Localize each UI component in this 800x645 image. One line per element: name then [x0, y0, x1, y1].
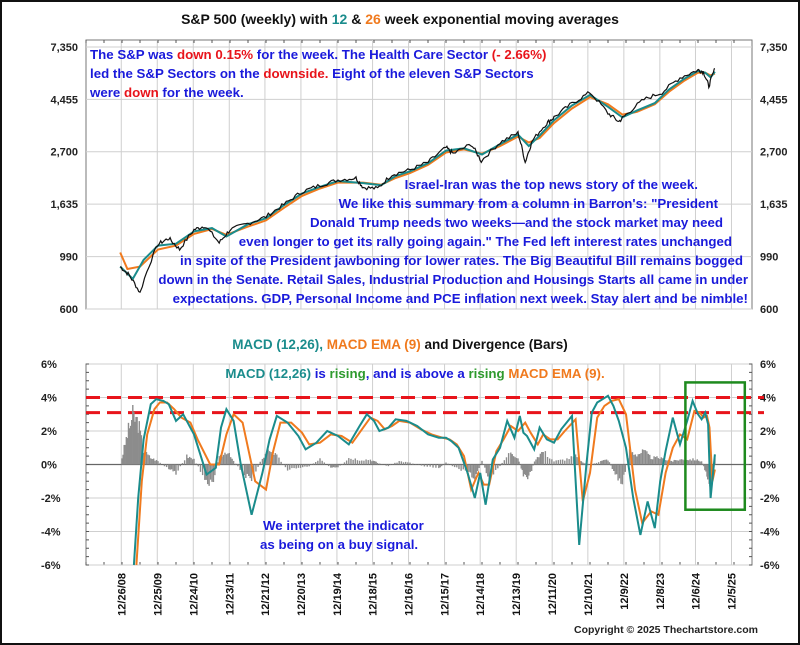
x-date-label: 12/20/13 [296, 573, 308, 616]
x-date-label: 12/18/15 [368, 573, 380, 616]
price-ytick-right: 2,700 [760, 147, 788, 159]
signal-line-2: as being on a buy signal. [260, 537, 419, 552]
x-date-label: 12/21/12 [260, 573, 272, 616]
macd-title-macd: MACD (12,26) [232, 337, 320, 352]
x-date-label: 12/24/10 [188, 573, 200, 616]
summary-segment: down [124, 85, 159, 100]
status-segment: rising [468, 366, 505, 381]
status-segment: MACD (12,26) [225, 366, 312, 381]
x-date-label: 12/10/21 [583, 573, 595, 616]
macd-ytick-right: -4% [760, 527, 780, 539]
summary-segment: for the week. [158, 85, 244, 100]
x-date-label: 12/13/19 [511, 573, 523, 616]
x-date-label: 12/8/23 [655, 573, 667, 610]
price-line [119, 68, 716, 294]
highlight-box [684, 381, 747, 511]
price-ytick-left: 990 [60, 252, 78, 264]
news-line-2: We like this summary from a column in Ba… [338, 196, 718, 211]
macd-ytick-left: -2% [41, 493, 61, 505]
weekly-summary-annotation: The S&P was down 0.15% for the week. The… [90, 45, 546, 102]
title-text: S&P 500 (weekly) with [181, 11, 332, 27]
x-date-label: 12/19/14 [332, 572, 344, 616]
x-date-label: 12/9/22 [619, 573, 631, 610]
signal-line-1: We interpret the indicator [263, 518, 424, 533]
x-date-label: 12/25/09 [152, 573, 164, 616]
x-date-label: 12/16/16 [404, 573, 416, 616]
price-ytick-right: 600 [760, 304, 778, 316]
macd-ytick-left: 2% [41, 426, 57, 438]
news-line-3: Donald Trump needs two weeks—and the sto… [309, 215, 723, 230]
macd-title-rest: and Divergence (Bars) [420, 337, 568, 352]
news-annotation: Israel-Iran was the top news story of th… [140, 175, 748, 308]
title-amp: & [347, 11, 366, 27]
price-ytick-left: 4,455 [50, 94, 78, 106]
macd-title-sep: , [319, 337, 327, 352]
status-segment: MACD EMA (9). [508, 366, 605, 381]
summary-segment: Eight of the eleven S&P Sectors [328, 66, 534, 81]
x-date-label: 12/23/11 [224, 573, 236, 615]
price-ytick-left: 600 [60, 304, 78, 316]
macd-ytick-left: -6% [41, 560, 61, 572]
x-date-label: 12/11/20 [547, 573, 559, 615]
title-ema12: 12 [331, 11, 348, 27]
ema12-line [119, 69, 716, 281]
summary-line-1: The S&P was down 0.15% for the week. The… [90, 45, 546, 64]
summary-segment: led the S&P Sectors on the [90, 66, 264, 81]
macd-ytick-left: 4% [41, 393, 57, 405]
macd-ytick-right: 0% [760, 460, 776, 472]
x-date-label: 12/26/08 [116, 573, 128, 616]
macd-ytick-left: 0% [41, 460, 57, 472]
summary-segment: (- 2.66%) [491, 47, 547, 62]
price-ytick-right: 7,350 [760, 42, 788, 54]
x-date-label: 12/14/18 [475, 573, 487, 616]
macd-ytick-right: 2% [760, 426, 776, 438]
status-segment: rising [329, 366, 366, 381]
x-date-label: 12/15/17 [440, 573, 452, 616]
price-ytick-right: 4,455 [760, 94, 788, 106]
macd-ytick-left: 6% [41, 359, 57, 371]
macd-status-annotation: MACD (12,26) is rising, and is above a r… [0, 366, 800, 381]
news-line-5: in spite of the President jawboning for … [180, 253, 743, 268]
price-ytick-left: 7,350 [50, 42, 78, 54]
macd-ytick-right: 6% [760, 359, 776, 371]
news-line-4: even longer to get its rally going again… [238, 234, 732, 249]
price-ytick-left: 1,635 [50, 199, 78, 211]
x-date-label: 12/5/25 [726, 573, 738, 610]
news-line-6: down in the Senate. Retail Sales, Indust… [158, 272, 748, 287]
macd-ytick-right: -6% [760, 560, 780, 572]
macd-ytick-right: 4% [760, 393, 776, 405]
title-rest: week exponential moving averages [380, 11, 619, 27]
summary-line-3: were down for the week. [90, 83, 546, 102]
macd-ytick-left: -4% [41, 527, 61, 539]
news-line-1: Israel-Iran was the top news story of th… [404, 177, 698, 192]
news-line-7: expectations. GDP, Personal Income and P… [172, 291, 748, 306]
summary-segment: downside. [263, 66, 329, 81]
status-segment: , and is above a [365, 366, 469, 381]
copyright: Copyright © 2025 Thechartstore.com [574, 624, 758, 636]
macd-title-ema: MACD EMA (9) [326, 337, 421, 352]
price-ytick-right: 990 [760, 252, 778, 264]
price-plot-area [85, 39, 753, 310]
summary-segment: for the week. The Health Care Sector [253, 47, 492, 62]
macd-ema9-line [135, 398, 716, 566]
macd-chart-title: MACD (12,26), MACD EMA (9) and Divergenc… [0, 337, 800, 352]
summary-segment: down 0.15% [176, 47, 254, 62]
summary-segment: The S&P was [90, 47, 177, 62]
macd-line [132, 394, 716, 566]
macd-ytick-right: -2% [760, 493, 780, 505]
x-date-label: 12/6/24 [690, 572, 702, 610]
title-ema26: 26 [365, 11, 381, 27]
price-chart-title: S&P 500 (weekly) with 12 & 26 week expon… [0, 11, 800, 27]
buy-signal-annotation: We interpret the indicator as being on a… [260, 516, 424, 554]
summary-segment: were [90, 85, 125, 100]
summary-line-2: led the S&P Sectors on the downside. Eig… [90, 64, 546, 83]
price-ytick-right: 1,635 [760, 199, 788, 211]
status-segment: is [311, 366, 330, 381]
price-ytick-left: 2,700 [50, 147, 78, 159]
